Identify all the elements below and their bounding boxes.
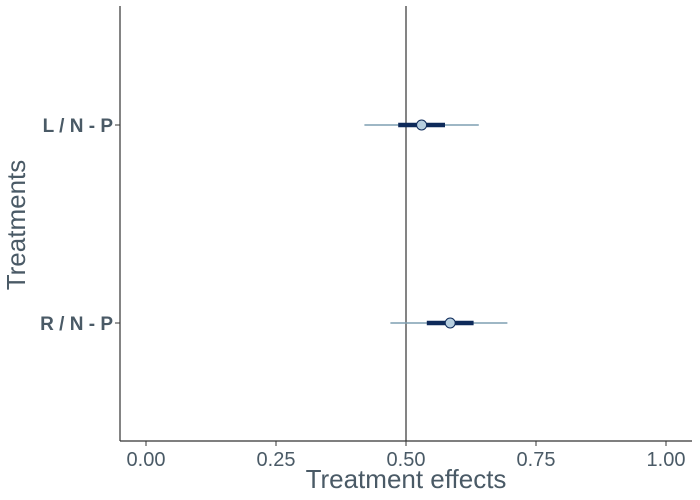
x-axis-title: Treatment effects bbox=[306, 464, 507, 494]
x-tick-label: 0.25 bbox=[257, 449, 296, 471]
intervals-group bbox=[364, 119, 508, 329]
point-estimate bbox=[416, 119, 428, 131]
x-tick-label: 0.00 bbox=[127, 449, 166, 471]
y-tick-label: R / N - P bbox=[40, 314, 113, 335]
point-estimate bbox=[444, 317, 456, 329]
x-tick-label: 0.75 bbox=[517, 449, 556, 471]
y-tick-label: L / N - P bbox=[43, 116, 114, 137]
x-tick-label: 0.50 bbox=[387, 449, 426, 471]
y-ticks-group: L / N - P R / N - P bbox=[40, 116, 120, 335]
x-tick-label: 1.00 bbox=[647, 449, 686, 471]
y-axis-title: Treatments bbox=[1, 160, 31, 291]
x-ticks-group: 0.00 0.25 0.50 0.75 1.00 bbox=[127, 441, 686, 471]
